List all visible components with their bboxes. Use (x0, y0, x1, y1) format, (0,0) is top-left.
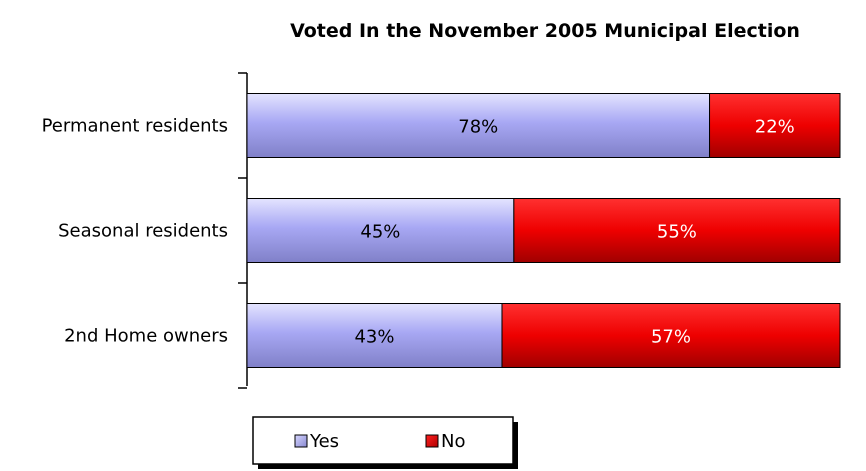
bar-yes (246, 198, 515, 263)
category-label: Seasonal residents (58, 221, 228, 242)
legend-swatch-yes (294, 434, 308, 448)
bar-no (709, 93, 841, 158)
data-label: 45% (360, 222, 400, 243)
legend: Yes No (252, 416, 518, 469)
data-label: 78% (458, 117, 498, 138)
legend-label-yes: Yes (309, 431, 339, 452)
y-axis (238, 72, 248, 389)
value-labels: 78% 22% 45% 55% 43% 57% (354, 117, 794, 348)
legend-swatch-no (425, 434, 439, 448)
bar-yes (246, 93, 711, 158)
data-label: 57% (651, 327, 691, 348)
legend-label-no: No (441, 431, 465, 452)
legend-box (252, 416, 514, 465)
category-labels: Permanent residents Seasonal residents 2nd… (42, 116, 228, 347)
data-label: 43% (354, 327, 394, 348)
bar-no (513, 198, 841, 263)
bar-yes (246, 303, 503, 368)
data-label: 22% (755, 117, 795, 138)
bar-no (501, 303, 841, 368)
category-label: Permanent residents (42, 116, 228, 137)
category-label: 2nd Home owners (64, 326, 228, 347)
bars (246, 93, 841, 368)
data-label: 55% (657, 222, 697, 243)
chart-title: Voted In the November 2005 Municipal Ele… (290, 20, 800, 42)
